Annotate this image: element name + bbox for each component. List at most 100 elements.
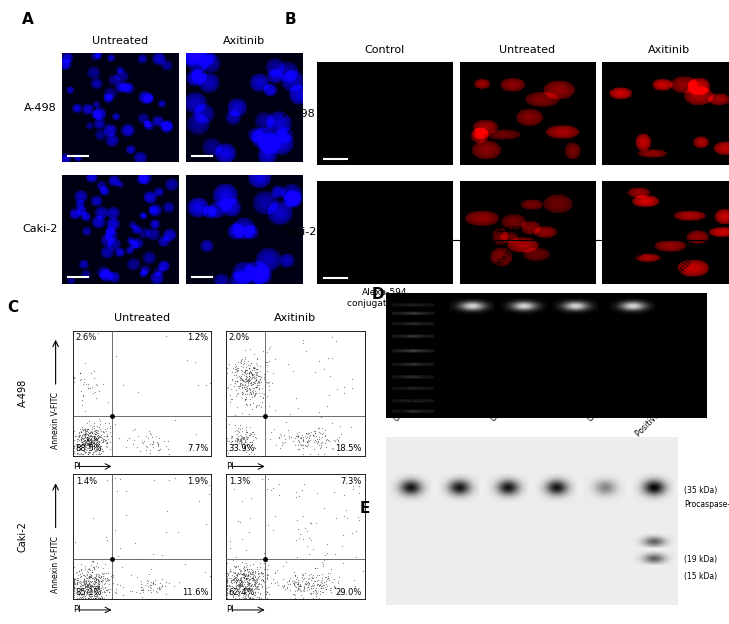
- Point: [249, 577, 261, 587]
- Point: [291, 574, 303, 584]
- Point: [295, 432, 307, 442]
- Point: [88, 434, 100, 444]
- Point: [69, 588, 80, 598]
- Point: [333, 432, 345, 442]
- Point: [72, 575, 84, 585]
- Point: [296, 485, 308, 495]
- Point: [77, 429, 88, 439]
- Point: [222, 593, 233, 603]
- Point: [79, 429, 91, 439]
- Point: [90, 589, 101, 599]
- Point: [85, 430, 97, 440]
- Point: [71, 442, 83, 452]
- Point: [243, 363, 255, 373]
- Point: [78, 429, 90, 439]
- Point: [329, 582, 340, 592]
- Point: [93, 575, 104, 585]
- Point: [252, 378, 264, 388]
- Point: [89, 578, 101, 588]
- Point: [242, 585, 254, 595]
- Point: [232, 366, 243, 376]
- Point: [273, 479, 285, 489]
- Point: [222, 572, 233, 582]
- Point: [82, 436, 93, 446]
- Point: [234, 373, 246, 383]
- Point: [338, 511, 350, 521]
- Point: [88, 587, 100, 597]
- Point: [241, 334, 252, 344]
- Point: [234, 578, 246, 588]
- Point: [239, 582, 251, 592]
- Point: [235, 355, 246, 365]
- Point: [86, 580, 98, 590]
- Point: [232, 358, 243, 368]
- Point: [71, 436, 83, 446]
- Point: [190, 429, 202, 439]
- Point: [228, 588, 240, 598]
- Point: [85, 436, 96, 446]
- Point: [251, 360, 262, 370]
- Point: [239, 583, 251, 593]
- Point: [254, 372, 266, 382]
- Point: [85, 368, 96, 378]
- Point: [233, 578, 244, 588]
- Point: [244, 575, 256, 585]
- Point: [81, 573, 93, 583]
- Point: [312, 449, 324, 459]
- Point: [101, 442, 113, 452]
- Point: [241, 365, 252, 375]
- Point: [238, 566, 249, 576]
- Point: [86, 436, 98, 446]
- Point: [85, 570, 96, 580]
- Point: [93, 439, 105, 449]
- Point: [287, 366, 299, 376]
- Point: [98, 578, 110, 588]
- Point: [246, 389, 257, 399]
- Text: B: B: [284, 12, 296, 27]
- Point: [316, 570, 328, 580]
- Point: [241, 422, 252, 432]
- Point: [82, 434, 93, 444]
- Point: [79, 425, 90, 435]
- Point: [84, 430, 95, 440]
- Point: [136, 585, 147, 595]
- Point: [110, 588, 122, 598]
- Point: [141, 441, 152, 451]
- Point: [79, 582, 91, 592]
- Point: [157, 550, 168, 560]
- Point: [88, 564, 100, 574]
- Point: [85, 592, 96, 602]
- Point: [83, 590, 95, 600]
- Point: [249, 442, 260, 452]
- Point: [110, 584, 122, 594]
- Point: [80, 575, 92, 585]
- Point: [235, 439, 247, 449]
- Point: [249, 378, 261, 388]
- Point: [305, 435, 316, 445]
- Text: PI: PI: [226, 605, 233, 615]
- Point: [129, 424, 141, 434]
- Point: [82, 431, 94, 441]
- Point: [293, 533, 305, 543]
- Point: [246, 573, 258, 583]
- Point: [82, 580, 94, 590]
- Point: [251, 381, 262, 391]
- Point: [243, 356, 254, 366]
- Point: [300, 578, 311, 588]
- Point: [230, 574, 242, 584]
- Point: [95, 576, 107, 586]
- Point: [158, 436, 170, 446]
- Point: [222, 585, 233, 595]
- Point: [244, 422, 256, 432]
- Point: [239, 395, 251, 405]
- Point: [90, 429, 102, 439]
- Point: [93, 437, 104, 447]
- Point: [181, 354, 192, 364]
- Point: [73, 565, 85, 575]
- Point: [71, 575, 83, 585]
- Point: [315, 439, 327, 449]
- Point: [228, 577, 240, 587]
- Point: [230, 562, 241, 572]
- Point: [69, 377, 80, 387]
- Point: [93, 575, 105, 585]
